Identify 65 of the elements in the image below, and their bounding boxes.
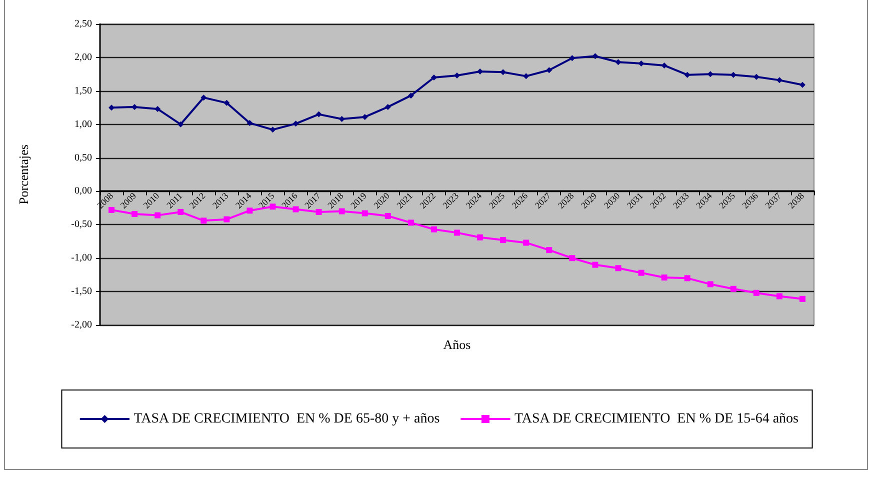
point — [776, 293, 782, 300]
point — [246, 120, 253, 126]
point — [638, 60, 644, 66]
point — [454, 230, 460, 236]
y-tick-label: -1,00 — [71, 252, 92, 264]
y-tick-label: 1,50 — [74, 85, 92, 96]
x-tick-label: 2016 — [280, 190, 300, 210]
point — [776, 77, 782, 84]
point — [224, 216, 230, 222]
point — [500, 237, 506, 244]
legend-label: TASA DE CRECIMIENTO EN % DE 15-64 años — [514, 412, 798, 426]
point — [730, 286, 736, 292]
point — [408, 220, 414, 226]
point — [200, 94, 207, 101]
point — [224, 100, 230, 106]
point — [292, 120, 299, 127]
y-tick-label: 1,00 — [74, 118, 92, 130]
x-axis-title: Años — [443, 337, 471, 352]
point — [430, 226, 437, 232]
point — [799, 296, 806, 302]
y-tick-label: 2,50 — [74, 18, 92, 30]
y-axis-title: Porcentajes — [16, 144, 31, 204]
point — [338, 116, 345, 122]
point — [316, 208, 322, 215]
point — [569, 55, 576, 62]
y-tick-label: 0,50 — [74, 152, 92, 164]
point — [178, 208, 184, 215]
point — [454, 72, 460, 79]
point — [132, 210, 138, 217]
x-tick-label: 2015 — [256, 190, 277, 210]
point — [661, 62, 668, 68]
point — [569, 255, 576, 262]
point — [546, 67, 552, 74]
point — [592, 53, 598, 60]
point — [684, 275, 690, 282]
point — [753, 290, 760, 296]
y-tick-label: 2,00 — [74, 52, 92, 63]
point — [154, 106, 161, 112]
point — [799, 82, 806, 88]
point — [546, 247, 552, 254]
point — [477, 234, 484, 240]
legend-label: TASA DE CRECIMIENTO EN % DE 65-80 y + años — [134, 412, 440, 426]
point — [154, 212, 161, 218]
point — [408, 92, 414, 99]
y-tick-label: -2,00 — [71, 320, 92, 330]
y-tick-label: -1,50 — [71, 286, 92, 298]
point — [592, 262, 598, 268]
point — [178, 121, 184, 128]
x-tick-label: 2011 — [164, 190, 184, 210]
point — [638, 270, 644, 276]
point — [661, 274, 668, 281]
point — [523, 73, 530, 80]
y-tick-label: 0,00 — [74, 186, 92, 197]
point — [362, 210, 368, 216]
point — [384, 104, 391, 110]
point — [523, 240, 530, 246]
point — [684, 72, 690, 78]
y-tick-label: -0,50 — [71, 219, 92, 230]
point — [316, 111, 322, 118]
point — [384, 212, 391, 219]
point — [615, 265, 622, 272]
point — [430, 74, 437, 81]
point — [707, 281, 714, 288]
point — [200, 218, 207, 224]
point — [270, 126, 276, 133]
